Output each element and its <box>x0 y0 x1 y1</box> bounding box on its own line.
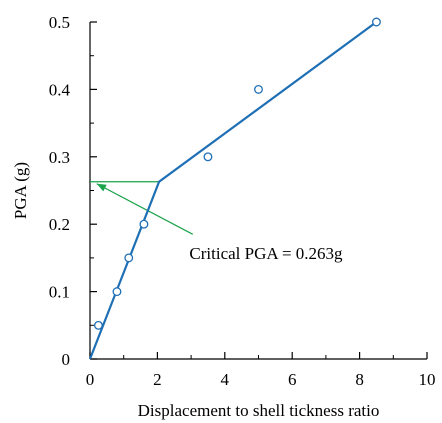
y-tick-label: 0 <box>62 350 71 369</box>
data-point <box>203 152 213 162</box>
axes <box>89 21 428 360</box>
data-point <box>372 17 381 27</box>
critical-pga-label: Critical PGA = 0.263g <box>189 244 343 263</box>
annotation <box>90 181 194 235</box>
x-tick-label: 4 <box>221 370 230 389</box>
data-point <box>93 320 103 330</box>
y-tick-label: 0.2 <box>49 215 70 234</box>
data-point <box>112 287 122 297</box>
y-tick-label: 0.1 <box>49 283 70 302</box>
fit-line <box>88 21 378 360</box>
critical-pga-arrow <box>96 183 194 235</box>
arrowhead <box>96 183 107 192</box>
fit-line-layer <box>88 21 378 360</box>
tick-labels: 0 2 4 6 8 10 0 0.1 0.2 0.3 0.4 0.5 <box>49 13 436 389</box>
y-tick-label: 0.5 <box>49 13 70 32</box>
y-axis-label: PGA (g) <box>11 162 30 219</box>
data-point <box>124 253 134 263</box>
y-tick-label: 0.4 <box>49 80 71 99</box>
x-tick-label: 10 <box>419 370 436 389</box>
x-axis-label: Displacement to shell tickness ratio <box>138 401 380 420</box>
x-tick-label: 0 <box>86 370 95 389</box>
data-point <box>139 219 149 229</box>
data-point <box>254 84 263 94</box>
x-tick-label: 2 <box>153 370 162 389</box>
data-points-layer <box>93 17 381 330</box>
x-tick-label: 6 <box>288 370 297 389</box>
y-tick-label: 0.3 <box>49 148 70 167</box>
x-tick-label: 8 <box>355 370 364 389</box>
